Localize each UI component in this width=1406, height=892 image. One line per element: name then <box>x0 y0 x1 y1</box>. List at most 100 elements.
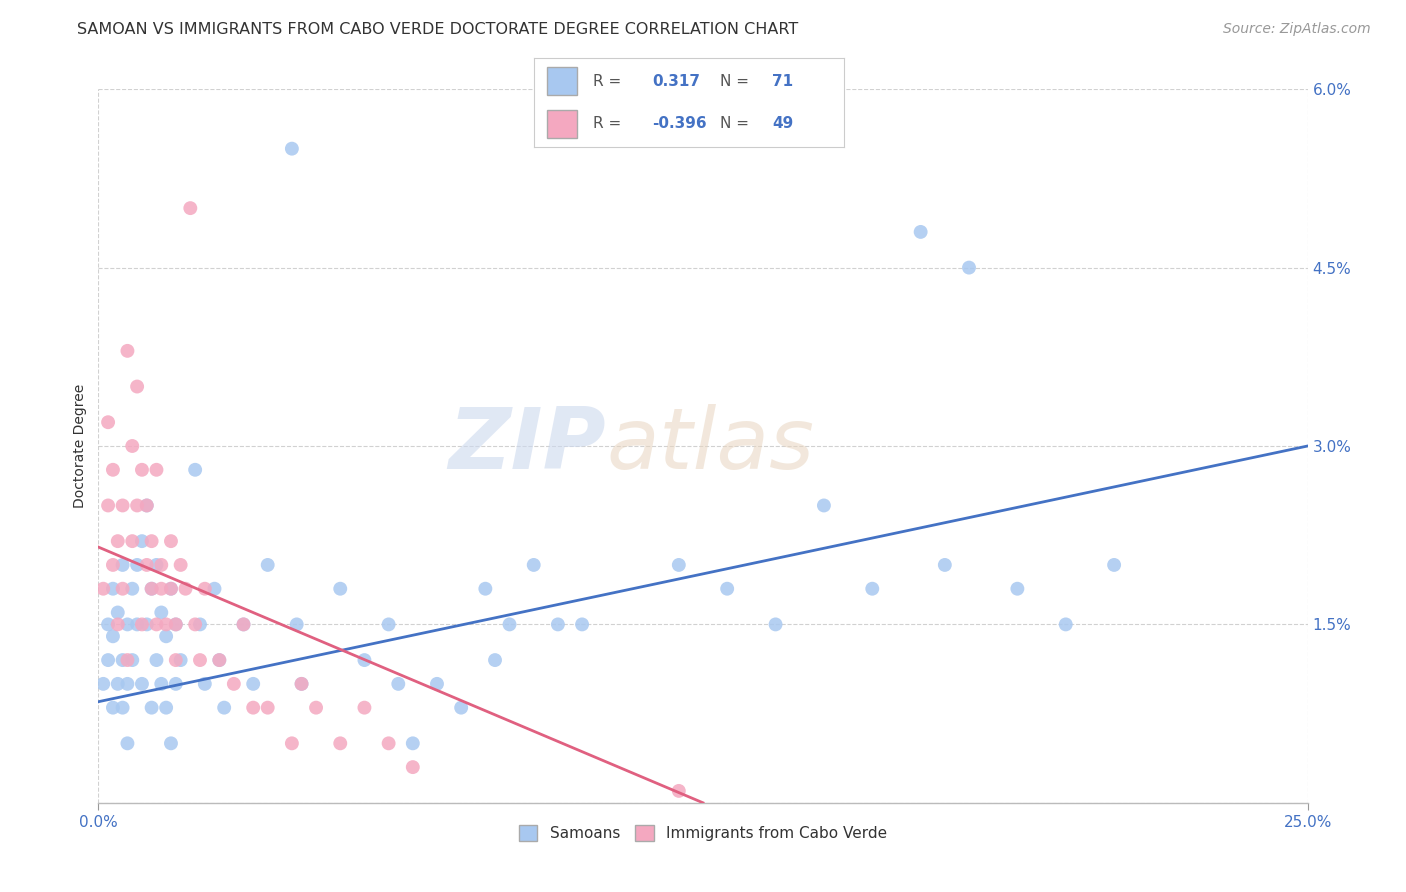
Point <box>179 201 201 215</box>
Point <box>97 653 120 667</box>
Point <box>184 463 207 477</box>
Text: N =: N = <box>720 117 754 131</box>
Point <box>860 582 883 596</box>
Point <box>117 617 139 632</box>
Point <box>107 606 129 620</box>
Point <box>117 343 139 358</box>
Point <box>188 653 211 667</box>
Point <box>1102 558 1125 572</box>
Text: -0.396: -0.396 <box>652 117 706 131</box>
Point <box>498 617 520 632</box>
Point <box>934 558 956 572</box>
Point <box>184 617 207 632</box>
Point <box>305 700 328 714</box>
Point <box>150 558 173 572</box>
Point <box>194 582 217 596</box>
Point <box>121 653 143 667</box>
Point <box>523 558 546 572</box>
Point <box>101 582 124 596</box>
Point <box>813 499 835 513</box>
Point <box>150 606 173 620</box>
Point <box>101 629 124 643</box>
Point <box>256 558 278 572</box>
Point <box>101 700 124 714</box>
Point <box>150 582 173 596</box>
Point <box>107 677 129 691</box>
Point <box>668 784 690 798</box>
Point <box>131 677 153 691</box>
Point <box>353 700 375 714</box>
Point <box>212 700 235 714</box>
Point <box>127 617 149 632</box>
Point <box>169 653 191 667</box>
Point <box>135 499 157 513</box>
Point <box>281 142 304 156</box>
Point <box>474 582 496 596</box>
Point <box>169 558 191 572</box>
Point <box>281 736 304 750</box>
Point <box>160 534 183 549</box>
Point <box>160 582 183 596</box>
Point <box>111 499 134 513</box>
Legend: Samoans, Immigrants from Cabo Verde: Samoans, Immigrants from Cabo Verde <box>512 817 894 848</box>
Point <box>141 534 163 549</box>
Point <box>145 463 167 477</box>
Point <box>117 736 139 750</box>
Point <box>256 700 278 714</box>
Point <box>716 582 738 596</box>
Text: 71: 71 <box>772 74 793 88</box>
Point <box>165 677 187 691</box>
Point <box>131 463 153 477</box>
Point <box>117 653 139 667</box>
Point <box>135 558 157 572</box>
Point <box>242 677 264 691</box>
Point <box>484 653 506 667</box>
Point <box>426 677 449 691</box>
Point <box>165 653 187 667</box>
Point <box>387 677 409 691</box>
Text: ZIP: ZIP <box>449 404 606 488</box>
Point <box>160 582 183 596</box>
Point <box>765 617 787 632</box>
Point <box>160 736 183 750</box>
Point <box>208 653 231 667</box>
Point <box>131 617 153 632</box>
Point <box>121 582 143 596</box>
Point <box>111 582 134 596</box>
Point <box>111 558 134 572</box>
Point <box>1054 617 1077 632</box>
Point <box>194 677 217 691</box>
Point <box>165 617 187 632</box>
FancyBboxPatch shape <box>547 110 576 138</box>
Point <box>141 700 163 714</box>
Point <box>668 558 690 572</box>
Point <box>97 415 120 429</box>
Point <box>127 379 149 393</box>
Point <box>117 677 139 691</box>
Text: R =: R = <box>593 117 626 131</box>
Point <box>141 582 163 596</box>
Point <box>377 736 399 750</box>
Point <box>353 653 375 667</box>
Point <box>127 558 149 572</box>
Point <box>155 617 177 632</box>
Point <box>111 653 134 667</box>
Point <box>377 617 399 632</box>
Point <box>91 677 114 691</box>
Point <box>285 617 308 632</box>
Point <box>121 534 143 549</box>
Text: SAMOAN VS IMMIGRANTS FROM CABO VERDE DOCTORATE DEGREE CORRELATION CHART: SAMOAN VS IMMIGRANTS FROM CABO VERDE DOC… <box>77 22 799 37</box>
Point <box>111 700 134 714</box>
Point <box>155 629 177 643</box>
Text: Source: ZipAtlas.com: Source: ZipAtlas.com <box>1223 22 1371 37</box>
Point <box>97 499 120 513</box>
Point <box>91 582 114 596</box>
Point <box>101 463 124 477</box>
Point <box>290 677 312 691</box>
Text: 0.317: 0.317 <box>652 74 700 88</box>
Point <box>127 499 149 513</box>
Point <box>329 582 352 596</box>
Y-axis label: Doctorate Degree: Doctorate Degree <box>73 384 87 508</box>
Point <box>155 700 177 714</box>
Point <box>101 558 124 572</box>
